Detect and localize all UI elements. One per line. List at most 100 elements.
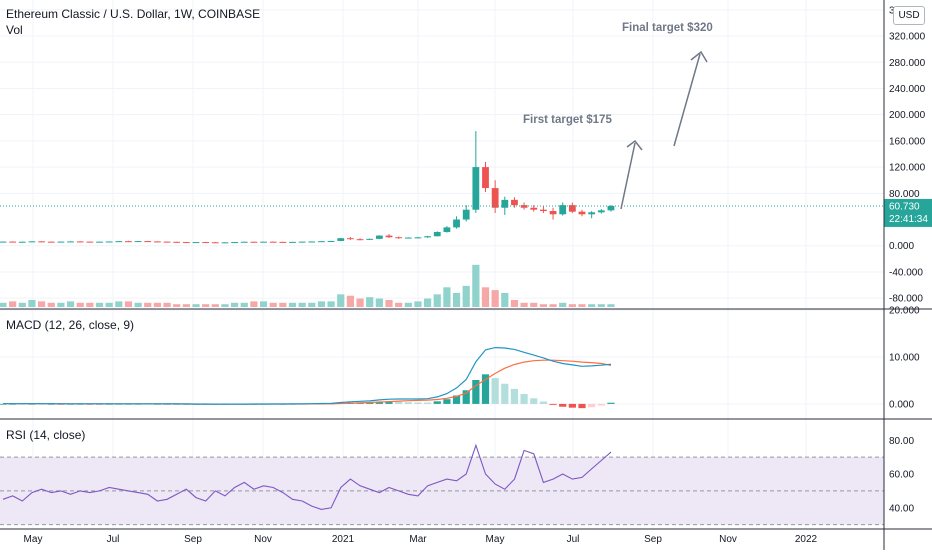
macd-hist-bar	[559, 403, 567, 407]
candle-body	[549, 211, 557, 215]
price-tick-label: -40.000	[889, 267, 923, 278]
volume-bar	[57, 302, 65, 307]
candle-body	[395, 237, 403, 239]
price-tick-label: 0.000	[889, 241, 914, 252]
candle-body	[202, 242, 210, 244]
volume-bar	[192, 304, 200, 307]
candle-body	[443, 227, 451, 232]
volume-bar	[38, 301, 46, 307]
candle-body	[105, 241, 113, 243]
macd-tick-label: 0.000	[889, 399, 914, 410]
candle-body	[115, 241, 123, 243]
candle-body	[404, 237, 412, 239]
volume-bar	[288, 302, 297, 307]
last-price-label: 60.730	[889, 201, 920, 212]
price-tick-label: 80.000	[889, 189, 920, 200]
candle-body	[597, 210, 605, 213]
macd-hist-bar	[472, 379, 480, 404]
candle-body	[57, 241, 65, 243]
volume-bar	[279, 302, 287, 307]
candle-body	[221, 242, 229, 244]
candle-body	[433, 231, 441, 237]
candle-body	[453, 219, 460, 228]
candle-body	[279, 241, 287, 243]
rsi-tick-label: 80.00	[889, 436, 914, 447]
x-tick-label: 2021	[332, 534, 355, 545]
candle-body	[318, 241, 325, 243]
candle-body	[568, 205, 576, 212]
arrow-head-first	[626, 139, 643, 151]
volume-bar	[327, 301, 335, 307]
rsi-line	[2, 443, 612, 510]
candle-body	[231, 242, 238, 244]
volume-bar	[530, 302, 538, 307]
volume-bar	[308, 302, 316, 307]
macd-hist-bar	[578, 403, 586, 409]
volume-bar	[173, 304, 181, 307]
volume-bar	[452, 292, 461, 307]
candle-body	[462, 209, 470, 220]
volume-bar	[221, 304, 229, 307]
volume-bar	[76, 302, 84, 307]
volume-bar	[259, 301, 268, 307]
x-tick-label: Nov	[254, 534, 272, 545]
candle-body	[250, 241, 258, 243]
candle-body	[375, 235, 383, 239]
macd-hist-bar	[375, 401, 383, 404]
x-tick-label: Nov	[719, 534, 737, 545]
volume-bar	[472, 264, 480, 307]
volume-bar	[433, 294, 441, 307]
volume-bar	[491, 290, 499, 307]
candle-body	[154, 241, 161, 243]
candle-body	[38, 241, 45, 243]
price-tick-label: 240.000	[889, 84, 926, 95]
price-tick-label: -80.000	[889, 294, 923, 305]
arrow-first-target	[620, 142, 636, 210]
price-tick-label: 160.000	[889, 136, 926, 147]
volume-bar	[0, 302, 7, 307]
candle-body	[192, 242, 200, 244]
volume-bar	[607, 304, 615, 307]
volume-bar	[115, 301, 123, 307]
volume-bar	[520, 302, 528, 307]
volume-bar	[182, 304, 190, 307]
volume-bar	[424, 298, 432, 307]
volume-bar	[105, 302, 113, 307]
arrow-head-final	[690, 50, 708, 63]
x-tick-label: May	[24, 534, 43, 545]
macd-line	[3, 346, 612, 405]
macd-hist-bar	[404, 402, 412, 404]
macd-hist-bar	[481, 374, 490, 404]
signal-line	[3, 359, 612, 405]
volume-bar	[443, 287, 451, 307]
candle-body	[424, 236, 431, 238]
volume-bar	[163, 302, 171, 307]
candle-body	[47, 241, 55, 243]
candle-body	[578, 211, 586, 215]
candle-body	[308, 241, 316, 243]
candle-body	[520, 205, 528, 208]
candle-body	[482, 167, 489, 189]
candle-body	[414, 237, 422, 239]
last-price-badge	[884, 198, 932, 227]
candle-body	[28, 241, 36, 243]
volume-bar	[124, 301, 133, 307]
currency-button[interactable]: USD	[893, 6, 925, 25]
rsi-label: RSI (14, close)	[6, 428, 86, 442]
macd-hist-bar	[491, 378, 499, 404]
countdown-label: 22:41:34	[889, 214, 928, 225]
volume-bar	[588, 304, 596, 307]
volume-bar	[317, 301, 326, 307]
macd-pane	[0, 346, 615, 409]
macd-hist-bar	[414, 402, 422, 404]
macd-label: MACD (12, 26, close, 9)	[6, 318, 135, 332]
candle-body	[182, 242, 190, 244]
volume-bar	[385, 299, 393, 307]
macd-hist-bar	[510, 388, 519, 404]
candle-body	[211, 242, 219, 244]
volume-bar	[366, 297, 374, 307]
macd-hist-bar	[501, 383, 509, 404]
